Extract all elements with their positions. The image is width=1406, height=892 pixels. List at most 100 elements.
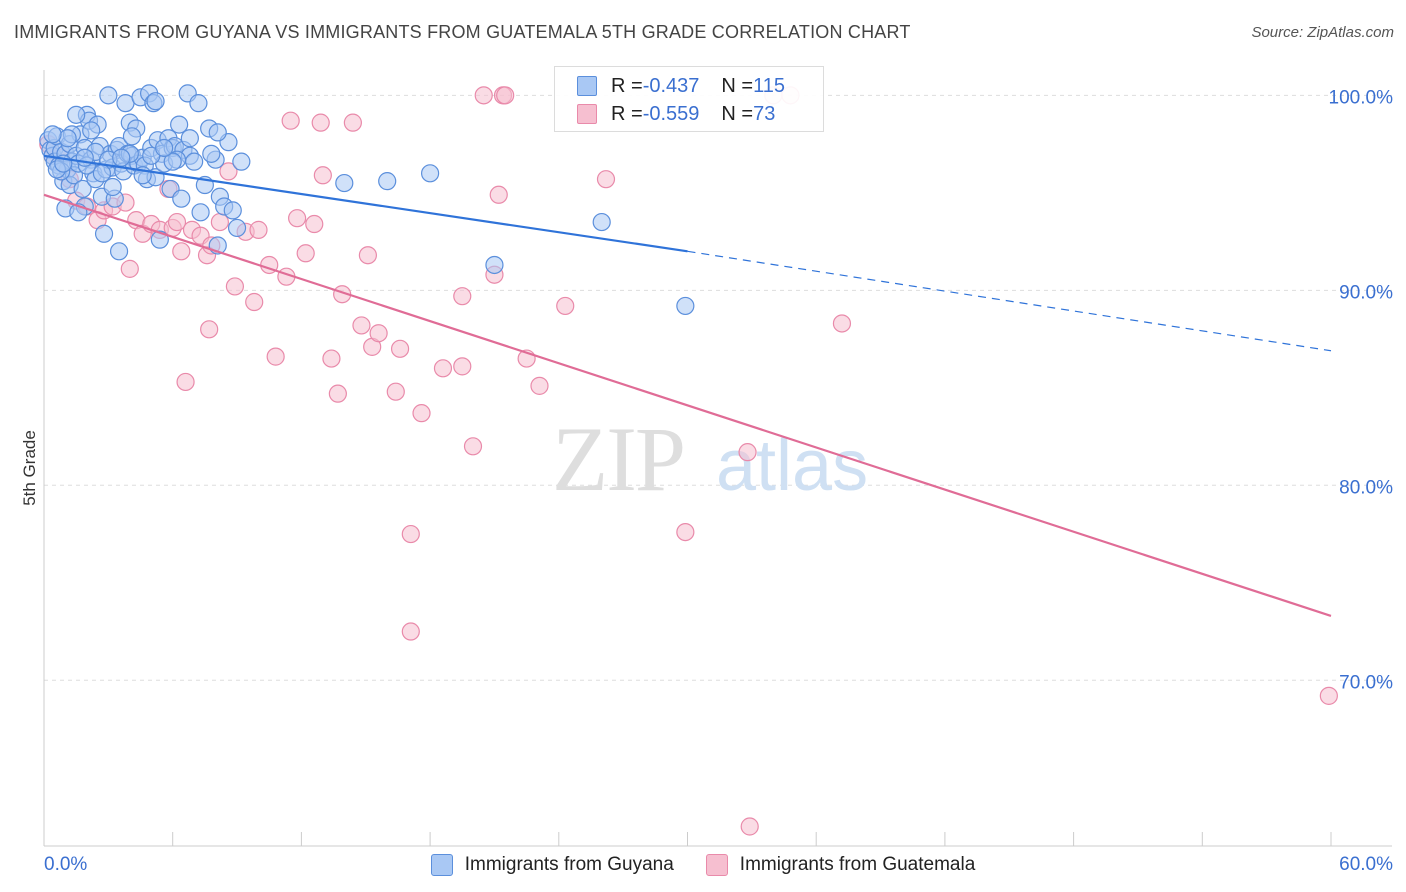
- guatemala-point: [322, 349, 341, 368]
- y-tick-label: 100.0%: [1329, 87, 1394, 108]
- guyana-point: [170, 115, 189, 134]
- x-tick-label: 0.0%: [44, 854, 87, 875]
- y-tick-label: 70.0%: [1339, 672, 1393, 693]
- guyana-point: [223, 201, 242, 220]
- guatemala-point: [167, 212, 187, 232]
- series-guyana-points: [39, 84, 695, 316]
- guyana-swatch: [577, 76, 597, 96]
- guatemala-point: [556, 296, 575, 316]
- guyana-point: [485, 255, 504, 275]
- guyana-point: [227, 218, 247, 238]
- legend-swatch-guatemala: [705, 854, 728, 876]
- guyana-point: [191, 203, 210, 222]
- guyana-point: [82, 121, 101, 140]
- guatemala-point: [249, 220, 268, 239]
- guatemala-point: [412, 404, 431, 423]
- guyana-point: [155, 138, 174, 158]
- guatemala-point: [176, 372, 195, 392]
- guatemala-point: [296, 244, 315, 263]
- guyana-point: [43, 125, 62, 144]
- guyana-point: [180, 129, 199, 148]
- guatemala-point: [369, 324, 388, 343]
- n-label: N =: [721, 74, 754, 97]
- guatemala-point: [288, 209, 307, 228]
- guyana-point: [109, 242, 129, 261]
- guyana-point: [232, 152, 251, 171]
- guatemala-point: [358, 246, 377, 265]
- guatemala-swatch: [577, 104, 597, 124]
- guatemala-point: [305, 214, 324, 234]
- guyana-point: [73, 179, 92, 199]
- legend-item-guyana[interactable]: Immigrants from Guyana: [430, 852, 674, 878]
- y-tick-label: 80.0%: [1339, 477, 1393, 498]
- watermark-atlas: atlas: [716, 426, 868, 506]
- series-guatemala-points: [39, 86, 1338, 836]
- guatemala-point: [225, 277, 245, 296]
- guatemala-point: [266, 347, 285, 366]
- guatemala-point: [328, 384, 347, 403]
- guyana-point: [185, 152, 204, 171]
- trend-lines: [43, 154, 1332, 617]
- guatemala-point: [738, 443, 757, 462]
- guyana-point: [163, 152, 182, 171]
- guyana-point: [94, 224, 114, 243]
- guyana-point: [335, 173, 354, 193]
- guyana-trend-line: [43, 154, 688, 253]
- guyana-point: [92, 164, 112, 183]
- tick-labels: 100.0% 90.0% 80.0% 70.0% 0.0% 60.0%: [44, 87, 1393, 875]
- guatemala-point: [386, 382, 405, 401]
- guatemala-point: [343, 113, 362, 132]
- guyana-point: [172, 189, 191, 208]
- r-label: R =: [611, 74, 643, 97]
- guatemala-point: [832, 314, 852, 333]
- r-label: R =: [611, 102, 643, 125]
- legend-swatch-guyana: [430, 854, 453, 876]
- guatemala-point: [401, 524, 420, 544]
- stats-box: R = -0.437 N = 115 R = -0.559 N = 73: [554, 66, 824, 132]
- guyana-point: [189, 94, 208, 113]
- guyana-trend-extension: [687, 250, 1332, 352]
- x-tick-label: 60.0%: [1339, 854, 1393, 875]
- watermark: ZIP atlas: [552, 408, 868, 510]
- guyana-point: [58, 129, 77, 148]
- guyana-point: [208, 123, 227, 142]
- guatemala-point: [596, 170, 616, 189]
- guatemala-point: [740, 817, 759, 836]
- axes: [43, 70, 1392, 847]
- guyana-point: [112, 148, 131, 167]
- guatemala-point: [200, 320, 219, 339]
- guyana-point: [103, 177, 122, 197]
- guatemala-point: [311, 113, 330, 132]
- chart-source: Source: ZipAtlas.com: [1251, 24, 1394, 41]
- guyana-point: [378, 172, 397, 191]
- guatemala-point: [530, 376, 549, 395]
- guatemala-point: [352, 316, 371, 335]
- guatemala-point: [453, 357, 472, 376]
- guatemala-point: [281, 111, 300, 130]
- guatemala-point: [172, 242, 191, 261]
- gridlines: [44, 94, 1392, 681]
- legend: Immigrants from Guyana Immigrants from G…: [0, 852, 1406, 878]
- y-axis-label: 5th Grade: [20, 430, 39, 506]
- r-value: -0.559: [642, 102, 700, 125]
- guatemala-point: [463, 437, 483, 456]
- stats-row-guyana: R = -0.437 N = 115: [577, 73, 785, 99]
- legend-item-guatemala[interactable]: Immigrants from Guatemala: [705, 852, 975, 878]
- guatemala-point: [401, 622, 420, 641]
- guyana-point: [202, 144, 221, 163]
- guyana-point: [67, 105, 86, 124]
- guatemala-point: [433, 359, 453, 378]
- r-value: -0.437: [642, 74, 700, 97]
- guatemala-point: [474, 86, 493, 105]
- guatemala-point: [496, 86, 515, 105]
- guatemala-point: [390, 339, 410, 358]
- guyana-point: [592, 212, 611, 232]
- guatemala-trend-line: [43, 193, 1332, 617]
- guatemala-point: [1319, 686, 1338, 705]
- guatemala-point: [313, 166, 332, 185]
- guyana-point: [421, 164, 440, 183]
- guyana-point: [676, 296, 695, 316]
- watermark-zip: ZIP: [552, 408, 684, 510]
- stats-row-guatemala: R = -0.559 N = 73: [577, 101, 775, 127]
